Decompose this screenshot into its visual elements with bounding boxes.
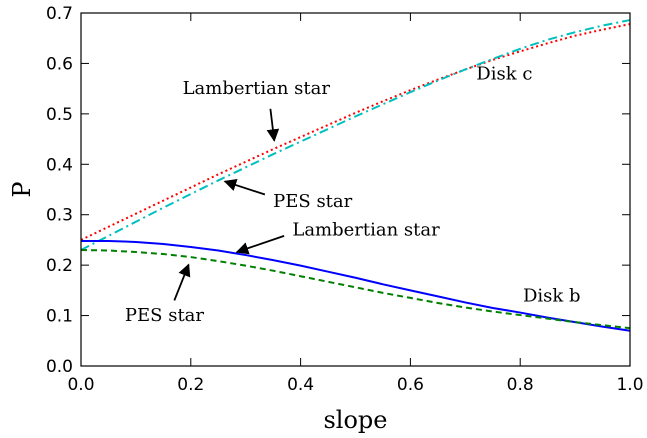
annotation-disk-c: Disk c [476,64,532,85]
plot-frame [80,12,631,367]
x-tick-label: 1.0 [616,375,643,395]
y-tick-label: 0.1 [46,307,73,327]
y-tick-label: 0.2 [46,256,73,276]
series-line-disk-c-lambertian [80,23,631,241]
annotation-pes-c: PES star [273,191,353,212]
series-line-disk-b-pes [80,249,631,330]
series-line-disk-b-lambertian [81,239,631,332]
x-tick-label: 0.6 [397,375,424,395]
x-tick-label: 0.2 [177,375,204,395]
annotation-arrow-lambertian-c [266,108,280,142]
ticks-layer: 0.0 0.2 0.4 0.6 0.8 1.0 0.0 0.1 0.2 0.3 0.4 0.5 0.6 0… [46,4,644,395]
annotation-arrow-pes-b [173,263,191,301]
y-tick-label: 0.5 [46,105,73,125]
annotation-arrow-lambertian-b [235,235,285,255]
annotation-disk-b: Disk b [523,285,581,306]
series-line-disk-c-pes [80,19,631,251]
x-axis-label: slope [323,406,387,434]
y-tick-label: 0.7 [46,4,73,24]
x-tick-label: 0.8 [507,375,534,395]
y-axis-label: P [8,181,36,197]
annotation-lambertian-c: Lambertian star [183,78,331,99]
y-tick-label: 0.3 [46,206,73,226]
x-tick-label: 0.4 [287,375,314,395]
y-tick-label: 0.4 [46,155,73,175]
series-layer [80,19,631,332]
annotation-lambertian-b: Lambertian star [292,219,440,240]
x-tick-label: 0.0 [67,375,94,395]
annotation-layer: Disk c Disk b Lambertian star PES star Lambe… [125,64,581,327]
annotation-arrow-pes-c [223,178,266,196]
y-tick-label: 0.0 [46,357,73,377]
y-tick-label: 0.6 [46,54,73,74]
annotation-pes-b: PES star [125,305,205,326]
